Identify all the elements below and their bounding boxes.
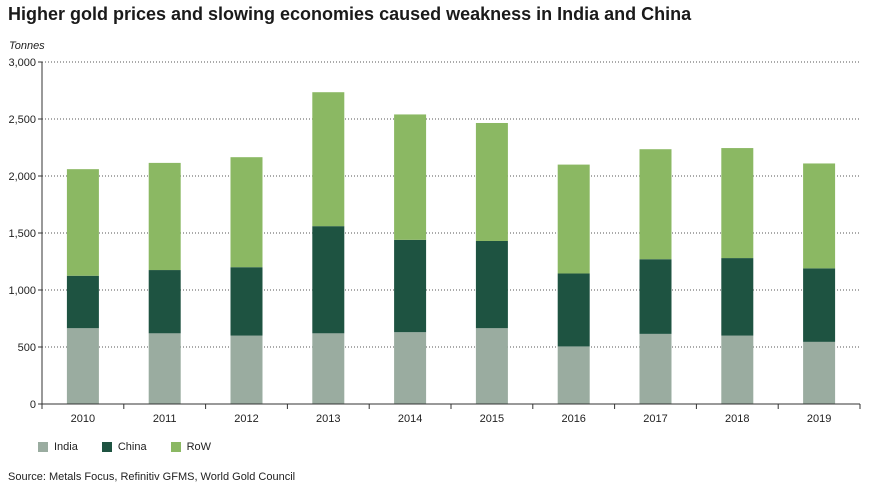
y-tick-label: 0 bbox=[30, 399, 36, 411]
legend-swatch-row bbox=[170, 442, 181, 452]
y-tick-label: 500 bbox=[18, 342, 36, 354]
bar-row-2012 bbox=[230, 157, 263, 268]
bar-row-2011 bbox=[148, 162, 181, 271]
bar-india-2015 bbox=[475, 328, 508, 404]
bar-china-2018 bbox=[721, 258, 754, 336]
bar-row-2017 bbox=[639, 149, 672, 260]
x-tick-label: 2019 bbox=[807, 413, 831, 425]
legend: India China RoW bbox=[38, 441, 235, 453]
y-axis: 0 500 1,000 1,500 2,000 2,500 3,000 bbox=[8, 57, 43, 411]
y-tick-label: 2,000 bbox=[8, 171, 36, 183]
bar-india-2011 bbox=[148, 333, 181, 404]
legend-swatch-china bbox=[101, 442, 112, 452]
y-axis-label: Tonnes bbox=[9, 40, 45, 52]
bar-row-2018 bbox=[721, 148, 754, 259]
bar-india-2017 bbox=[639, 333, 672, 404]
chart-title: Higher gold prices and slowing economies… bbox=[8, 4, 692, 24]
bar-row-2014 bbox=[394, 114, 427, 240]
x-tick-label: 2018 bbox=[725, 413, 749, 425]
x-tick-label: 2015 bbox=[480, 413, 504, 425]
bar-row-2016 bbox=[557, 164, 590, 274]
bar-india-2014 bbox=[394, 332, 427, 404]
bar-row-2010 bbox=[66, 169, 99, 276]
bar-china-2011 bbox=[148, 270, 181, 334]
x-axis: 2010 2011 2012 2013 2014 2015 2016 2017 2018 2019 bbox=[41, 403, 861, 425]
bars bbox=[66, 92, 836, 404]
bar-india-2018 bbox=[721, 335, 754, 404]
bar-china-2017 bbox=[639, 259, 672, 334]
bar-china-2015 bbox=[475, 240, 508, 329]
legend-item-row: RoW bbox=[170, 441, 212, 453]
bar-row-2019 bbox=[803, 163, 836, 269]
legend-label-row: RoW bbox=[186, 441, 212, 453]
y-tick-label: 1,000 bbox=[8, 285, 36, 297]
bar-india-2016 bbox=[557, 346, 590, 404]
x-tick-label: 2012 bbox=[234, 413, 258, 425]
x-tick-label: 2017 bbox=[643, 413, 667, 425]
y-tick-label: 2,500 bbox=[8, 114, 36, 126]
bar-china-2012 bbox=[230, 267, 263, 336]
bar-china-2013 bbox=[312, 226, 345, 334]
bar-china-2014 bbox=[394, 239, 427, 333]
bar-china-2016 bbox=[557, 273, 590, 347]
y-tick-label: 1,500 bbox=[8, 228, 36, 240]
legend-label-china: China bbox=[117, 441, 147, 453]
bar-row-2013 bbox=[312, 92, 345, 227]
x-tick-label: 2014 bbox=[398, 413, 422, 425]
x-tick-label: 2011 bbox=[153, 413, 177, 425]
bar-row-2015 bbox=[475, 122, 508, 241]
bar-india-2013 bbox=[312, 333, 345, 404]
x-tick-label: 2016 bbox=[561, 413, 585, 425]
y-tick-label: 3,000 bbox=[8, 57, 36, 69]
bar-china-2010 bbox=[66, 275, 99, 329]
bar-india-2012 bbox=[230, 335, 263, 404]
legend-label-india: India bbox=[54, 441, 78, 453]
source-note: Source: Metals Focus, Refinitiv GFMS, Wo… bbox=[8, 471, 296, 483]
bar-india-2010 bbox=[66, 328, 99, 404]
x-tick-label: 2013 bbox=[316, 413, 340, 425]
x-tick-label: 2010 bbox=[71, 413, 95, 425]
legend-item-china: China bbox=[101, 441, 147, 453]
legend-item-india: India bbox=[38, 441, 78, 453]
legend-swatch-india bbox=[38, 442, 48, 452]
bar-india-2019 bbox=[803, 341, 836, 404]
bar-china-2019 bbox=[803, 268, 836, 342]
